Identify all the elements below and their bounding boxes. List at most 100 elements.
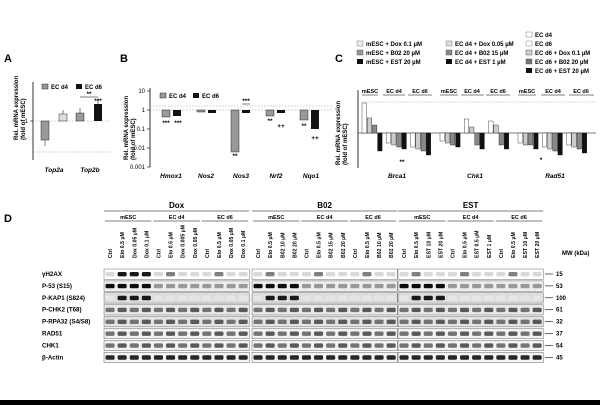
lane-label: Dox 0.05 µM <box>132 228 138 258</box>
blot-band <box>435 295 445 301</box>
blot-band <box>277 295 287 301</box>
blot-band <box>508 331 518 336</box>
blot-band <box>520 295 530 301</box>
lane-label: Ctrl <box>499 249 505 258</box>
blot-band <box>202 283 212 289</box>
blot-band <box>202 343 212 348</box>
blot-band <box>472 307 482 313</box>
bar-nos3-ec-d6 <box>242 110 250 113</box>
bar <box>372 124 378 134</box>
blot-band <box>166 343 176 348</box>
blot-subgroup-label: mESC <box>268 215 284 221</box>
blot-band <box>411 295 421 301</box>
blot-subgroup-label: EC d6 <box>365 215 381 221</box>
blot-band <box>460 343 470 348</box>
blot-row-label: P-CHK2 (T68) <box>42 307 82 314</box>
blot-band <box>226 307 236 313</box>
panel-a-chart: 1 Rel. mRNA expression (fold of mESC) EC… <box>14 76 110 174</box>
legend-swatch-ec-d4 <box>159 92 167 99</box>
lane-label: Ctrl <box>353 249 359 258</box>
blot-band <box>178 319 188 324</box>
blot-band <box>411 319 421 324</box>
blot-band <box>447 319 457 324</box>
ytick-label: 10 <box>138 89 145 95</box>
bar <box>576 132 582 150</box>
blot-band <box>362 272 372 277</box>
blot-band <box>520 331 530 336</box>
blot-band <box>253 331 263 336</box>
lane-label: Ctrl <box>450 249 456 258</box>
category-label: Brca1 <box>388 173 406 180</box>
blot-band <box>166 331 176 336</box>
group-label: EC d6 <box>490 89 506 95</box>
blot-band <box>277 319 287 324</box>
blot-band <box>238 283 248 289</box>
blot-band <box>386 319 396 324</box>
blot-strip <box>251 328 398 340</box>
blot-band <box>447 331 457 336</box>
blot-subgroup-label: EC d6 <box>217 215 233 221</box>
blot-band <box>289 343 299 348</box>
blot-strip <box>397 268 544 280</box>
significance-star: ** <box>267 118 273 125</box>
legend-label: mESC + B02 20 µM <box>366 51 420 57</box>
blot-strip <box>103 292 250 304</box>
bar-top2a-ec-d6 <box>58 113 68 122</box>
blot-strip <box>103 328 250 340</box>
blot-band <box>238 331 248 336</box>
blot-band <box>386 272 396 277</box>
blot-band <box>105 319 115 324</box>
lane-label: Ctrl <box>205 249 211 258</box>
lane-label: B02 20 µM <box>341 233 347 258</box>
significance-star: ** <box>301 123 307 130</box>
blot-band <box>141 343 151 348</box>
blot-band <box>350 295 360 301</box>
blot-band <box>435 283 445 289</box>
lane-label: Ctrl <box>256 249 262 258</box>
blot-strip <box>251 304 398 316</box>
lane-label: Eto 0.5 µM <box>414 232 420 258</box>
blot-band <box>508 272 518 277</box>
blot-strip <box>103 304 250 316</box>
blot-band <box>202 319 212 324</box>
blot-band <box>423 343 433 348</box>
blot-band <box>214 295 224 301</box>
bar-nos2-ec-d4 <box>196 109 206 113</box>
mw-marker: 54 <box>556 343 563 349</box>
blot-band <box>105 272 115 277</box>
bar <box>361 102 367 134</box>
group-label: mESC <box>519 89 535 95</box>
blot-band <box>520 343 530 348</box>
lane-label: Ctrl <box>156 249 162 258</box>
blot-band <box>350 307 360 313</box>
blot-subgroup-label: mESC <box>120 215 136 221</box>
lane-label: Ctrl <box>108 249 114 258</box>
blot-subgroup-label: EC d4 <box>169 215 186 221</box>
legend-label: EC d6 + EST 20 µM <box>535 69 589 75</box>
blot-band <box>460 272 470 277</box>
blot-band <box>326 272 336 277</box>
lane-label: B02 15 µM <box>329 233 335 258</box>
blot-strip <box>397 340 544 351</box>
blot-band <box>386 355 396 360</box>
blot-band <box>386 331 396 336</box>
blot-band <box>226 343 236 348</box>
bar <box>401 132 407 150</box>
blot-band <box>386 343 396 348</box>
blot-band <box>214 319 224 324</box>
lane-label: Eto 0.5 µM <box>365 232 371 258</box>
blot-band <box>129 355 139 360</box>
lane-label: Ctrl <box>304 249 310 258</box>
mw-marker: 45 <box>556 355 563 361</box>
panel-d-blots: Dox mESC EC d4 EC d6 Ctrl Eto 0.5 µM Dox 0.05 … <box>42 201 567 363</box>
bar-hmox1-ec-d6 <box>173 110 181 116</box>
blot-band <box>532 331 542 336</box>
blot-strip <box>397 352 544 363</box>
blot-band <box>532 307 542 313</box>
blot-band <box>362 355 372 360</box>
blot-subgroup-label: EC d6 <box>511 215 527 221</box>
bar-nrf2-ec-d4 <box>265 109 275 117</box>
blot-band <box>277 355 287 360</box>
bar <box>474 132 480 146</box>
blot-band <box>141 272 151 277</box>
